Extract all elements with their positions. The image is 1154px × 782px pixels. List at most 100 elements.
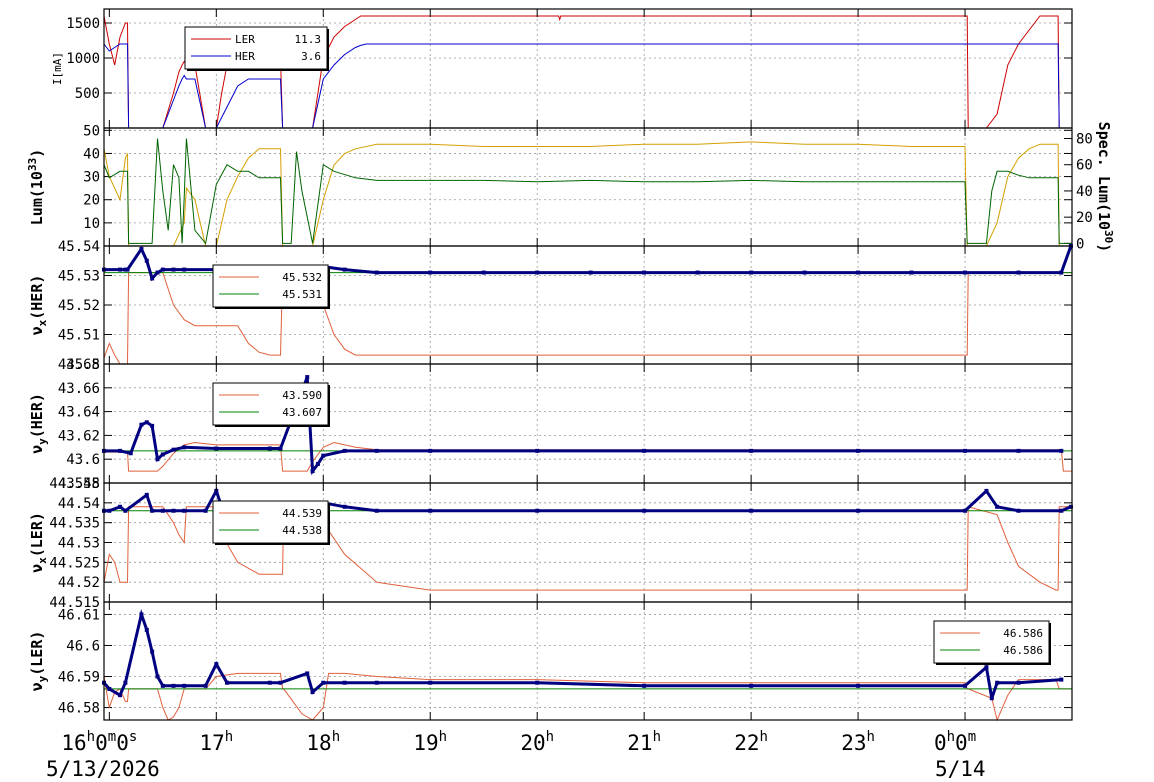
- data-point-nuy_ler: [342, 680, 347, 685]
- data-point-nuy_her: [150, 423, 155, 428]
- y-tick-label: 45.5: [66, 357, 100, 373]
- data-point-nuy_ler: [989, 696, 994, 701]
- data-point-nuy_ler: [321, 680, 326, 685]
- data-point-nuy_ler: [1016, 680, 1021, 685]
- data-point-nuy_ler: [107, 686, 112, 691]
- y-tick-label: 45.51: [58, 328, 100, 344]
- y-tick-label: 43.62: [58, 428, 100, 444]
- legend-value: 46.586: [1003, 627, 1043, 640]
- x-date-right: 5/14: [935, 757, 986, 781]
- data-point-nuy_ler: [144, 627, 149, 632]
- x-tick-label: 20h: [520, 729, 554, 755]
- data-point-nuy_ler: [160, 683, 165, 688]
- data-point-nuy_her: [856, 448, 861, 453]
- data-point-nuy_her: [171, 447, 176, 452]
- data-point-nux_ler: [171, 508, 176, 513]
- data-point-nux_her: [642, 270, 647, 275]
- data-point-nux_her: [909, 270, 914, 275]
- series-line-nux_her-meas: [104, 245, 1073, 282]
- data-point-nuy_her: [305, 375, 310, 380]
- legend-value: 11.3: [295, 33, 322, 46]
- legend-name: LER: [235, 33, 255, 46]
- data-point-nuy_her: [642, 448, 647, 453]
- data-point-nux_ler: [150, 508, 155, 513]
- data-point-nuy_ler: [171, 683, 176, 688]
- x-tick-label: 0h0m: [934, 729, 976, 755]
- series-line-nuy_ler-meas: [102, 609, 1062, 699]
- data-point-nux_her: [428, 270, 433, 275]
- x-tick-label: 16h0m0s: [61, 729, 137, 755]
- data-point-nux_ler: [107, 508, 112, 513]
- data-point-nuy_her: [144, 420, 149, 425]
- y-axis-label-nuy_her: νy(HER): [28, 393, 49, 454]
- y-tick-label: 44.515: [49, 595, 100, 611]
- data-point-nuy_ler: [856, 683, 861, 688]
- y-tick-label: 50: [83, 123, 100, 139]
- y-tick-label: 44.52: [58, 575, 100, 591]
- data-point-nuy_her: [535, 448, 540, 453]
- data-point-nuy_her: [963, 448, 968, 453]
- y-right-tick-label: 20: [1076, 210, 1093, 226]
- data-point-nuy_ler: [182, 683, 187, 688]
- data-point-nuy_her: [315, 461, 320, 466]
- data-point-nuy_her: [321, 453, 326, 458]
- y-tick-label: 46.59: [58, 670, 100, 686]
- data-point-nuy_ler: [118, 693, 123, 698]
- y-axis-label-nux_her: νx(HER): [28, 275, 49, 336]
- y-tick-label: 43.6: [66, 452, 100, 468]
- y-axis-label-lum: Lum(1033): [26, 149, 46, 225]
- data-point-nux_her: [1016, 270, 1021, 275]
- data-point-nuy_her: [310, 469, 315, 474]
- y-tick-label: 1000: [66, 51, 100, 67]
- data-point-nuy_her: [182, 445, 187, 450]
- y-tick-label: 500: [75, 86, 100, 102]
- data-point-nux_her: [963, 270, 968, 275]
- x-tick-label: 22h: [734, 729, 768, 755]
- legend-value: 3.6: [301, 50, 321, 63]
- legend-value: 44.539: [282, 507, 322, 520]
- series-line-nuy_her-set: [104, 441, 1072, 472]
- y-tick-label: 46.58: [58, 701, 100, 717]
- data-point-nuy_her: [118, 448, 123, 453]
- panel-frame-lum: [103, 127, 1073, 247]
- y-right-tick-label: 0: [1076, 236, 1084, 252]
- y-tick-label: 20: [83, 193, 100, 209]
- data-point-nux_ler: [642, 508, 647, 513]
- data-point-nuy_her: [1016, 448, 1021, 453]
- x-date-left: 5/13/2026: [46, 757, 160, 781]
- data-point-nux_ler: [749, 508, 754, 513]
- x-tick-label: 21h: [627, 729, 661, 755]
- y-right-axis-label-lum: Spec. Lum(1030): [1095, 122, 1115, 253]
- data-point-nux_her: [125, 267, 130, 272]
- legend-box-nux_ler: [212, 500, 329, 544]
- data-point-nuy_her: [749, 448, 754, 453]
- y-tick-label: 45.54: [58, 239, 100, 255]
- x-tick-label: 17h: [199, 729, 233, 755]
- data-point-nux_ler: [1068, 504, 1073, 509]
- data-point-nux_her: [182, 267, 187, 272]
- y-tick-label: 30: [83, 170, 100, 186]
- data-point-nuy_her: [160, 452, 165, 457]
- data-point-nuy_ler: [225, 680, 230, 685]
- series-line-nuy_ler-set: [103, 672, 1072, 722]
- y-right-tick-label: 60: [1076, 158, 1093, 174]
- data-point-nux_ler: [123, 508, 128, 513]
- data-point-nuy_her: [214, 446, 219, 451]
- series-line-lum-Lum: [103, 141, 1072, 247]
- legend-box-current: [184, 26, 328, 70]
- data-point-nux_her: [160, 267, 165, 272]
- data-point-nux_her: [588, 270, 593, 275]
- data-point-nux_her: [171, 267, 176, 272]
- data-point-nuy_her: [342, 448, 347, 453]
- data-point-nuy_her: [155, 457, 160, 462]
- series-line-lum-Spec. Lum: [103, 138, 1072, 245]
- y-tick-label: 44.53: [58, 536, 100, 552]
- y-tick-label: 44.545: [49, 476, 100, 492]
- data-point-nuy_ler: [642, 683, 647, 688]
- data-point-nux_her: [695, 270, 700, 275]
- series-line-nux_her-set: [103, 272, 1072, 365]
- legend-value: 45.531: [282, 288, 322, 301]
- data-point-nux_ler: [203, 508, 208, 513]
- data-point-nuy_ler: [310, 690, 315, 695]
